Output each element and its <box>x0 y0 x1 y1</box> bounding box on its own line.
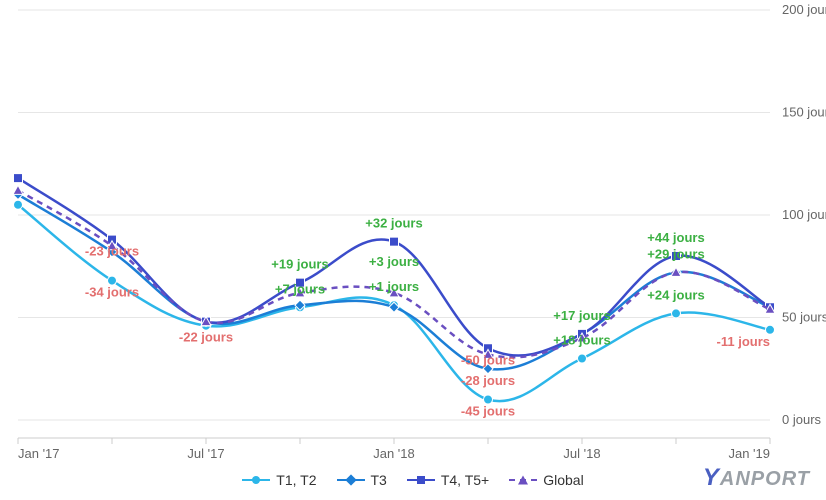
svg-text:200 jours: 200 jours <box>782 2 826 17</box>
svg-text:-28 jours: -28 jours <box>461 373 515 388</box>
svg-text:Jan '19: Jan '19 <box>728 446 770 461</box>
legend-label: T4, T5+ <box>441 472 489 488</box>
legend-label: Global <box>543 472 583 488</box>
svg-text:-23 jours: -23 jours <box>85 244 139 259</box>
chart-container: 0 jours 50 jours 100 jours 150 jours 200 jou… <box>0 0 826 500</box>
legend-item[interactable]: T1, T2 <box>242 472 316 488</box>
legend-item[interactable]: T4, T5+ <box>407 472 489 488</box>
line-chart: 0 jours 50 jours 100 jours 150 jours 200 jou… <box>0 0 826 500</box>
legend-swatch <box>407 473 435 487</box>
svg-text:-34 jours: -34 jours <box>85 285 139 300</box>
logo-accent: Y <box>703 464 720 491</box>
legend-label: T1, T2 <box>276 472 316 488</box>
svg-text:50 jours: 50 jours <box>782 310 826 325</box>
svg-text:+18 jours: +18 jours <box>553 333 610 348</box>
legend-swatch <box>509 473 537 487</box>
svg-text:0 jours: 0 jours <box>782 412 822 427</box>
svg-text:+17 jours: +17 jours <box>553 308 610 323</box>
svg-text:+1 jours: +1 jours <box>369 279 419 294</box>
legend-item[interactable]: Global <box>509 472 583 488</box>
legend-item[interactable]: T3 <box>337 472 387 488</box>
svg-text:Jul '17: Jul '17 <box>187 446 224 461</box>
svg-text:100 jours: 100 jours <box>782 207 826 222</box>
svg-text:-22 jours: -22 jours <box>179 330 233 345</box>
legend-label: T3 <box>371 472 387 488</box>
svg-text:Jan '18: Jan '18 <box>373 446 415 461</box>
svg-text:-45 jours: -45 jours <box>461 404 515 419</box>
svg-text:+44 jours: +44 jours <box>647 230 704 245</box>
svg-text:+3 jours: +3 jours <box>369 254 419 269</box>
brand-logo: YANPORT <box>703 464 810 492</box>
svg-text:Jul '18: Jul '18 <box>563 446 600 461</box>
svg-text:-50 jours: -50 jours <box>461 352 515 367</box>
logo-rest: ANPORT <box>720 468 810 490</box>
svg-text:+19 jours: +19 jours <box>271 257 328 272</box>
svg-text:Jan '17: Jan '17 <box>18 446 60 461</box>
svg-text:+24 jours: +24 jours <box>647 287 704 302</box>
svg-text:150 jours: 150 jours <box>782 105 826 120</box>
svg-text:+32 jours: +32 jours <box>365 216 422 231</box>
svg-text:+29 jours: +29 jours <box>647 246 704 261</box>
svg-text:+7 jours: +7 jours <box>275 281 325 296</box>
legend-swatch <box>242 473 270 487</box>
svg-text:-11 jours: -11 jours <box>717 334 770 349</box>
legend-swatch <box>337 473 365 487</box>
